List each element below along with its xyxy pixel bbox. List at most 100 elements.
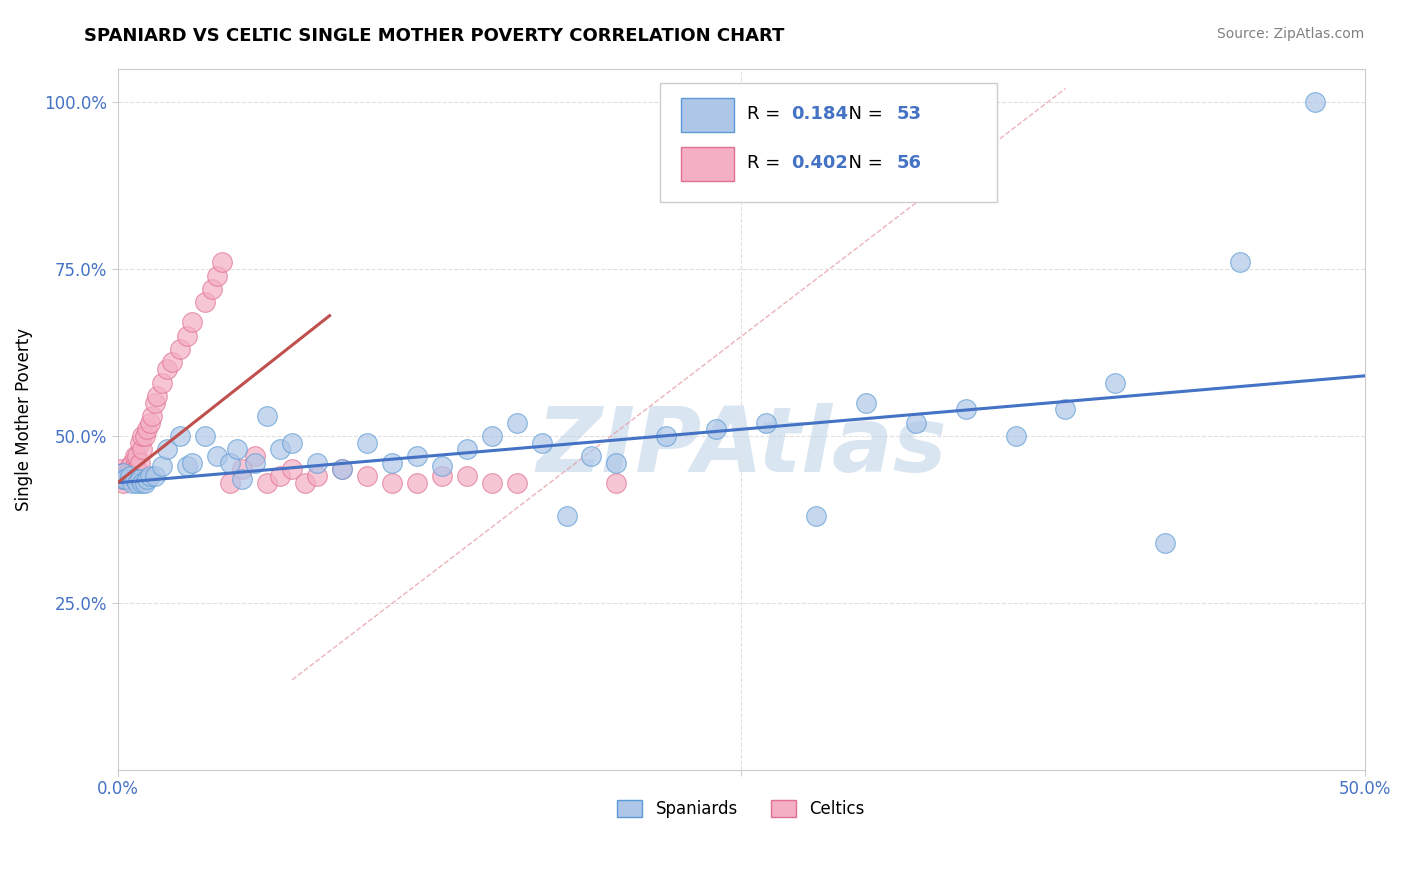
Point [114, 472, 136, 486]
Point [207, 449, 229, 463]
Point [243, 456, 266, 470]
Point [430, 458, 453, 473]
Point [405, 449, 427, 463]
Point [330, 462, 353, 476]
Text: 0.402: 0.402 [792, 154, 848, 172]
Point [127, 449, 149, 463]
Point [124, 472, 146, 486]
Point [481, 429, 503, 443]
Point [129, 456, 152, 470]
Point [405, 475, 427, 490]
Point [356, 435, 378, 450]
Point [118, 469, 141, 483]
Point [108, 466, 131, 480]
Point [655, 429, 678, 443]
Point [111, 475, 134, 490]
Point [129, 435, 152, 450]
Point [381, 456, 404, 470]
Point [481, 475, 503, 490]
Point [1229, 255, 1251, 269]
Text: Source: ZipAtlas.com: Source: ZipAtlas.com [1216, 27, 1364, 41]
Point [194, 429, 217, 443]
Point [108, 472, 131, 486]
Y-axis label: Single Mother Poverty: Single Mother Poverty [15, 327, 32, 511]
Point [704, 422, 727, 436]
Point [381, 475, 404, 490]
Point [605, 456, 627, 470]
Point [211, 255, 233, 269]
Point [143, 395, 166, 409]
Point [855, 395, 877, 409]
Point [281, 462, 304, 476]
Point [281, 435, 304, 450]
Point [755, 416, 778, 430]
Point [269, 442, 291, 457]
Point [430, 469, 453, 483]
Point [231, 472, 253, 486]
Point [118, 472, 141, 486]
Point [581, 449, 603, 463]
Point [127, 475, 149, 490]
Point [505, 475, 527, 490]
Point [136, 422, 159, 436]
Point [1104, 376, 1126, 390]
Point [111, 472, 134, 486]
FancyBboxPatch shape [682, 147, 734, 181]
Point [131, 429, 153, 443]
Point [152, 376, 174, 390]
Text: R =: R = [748, 105, 786, 123]
Point [356, 469, 378, 483]
Point [162, 355, 184, 369]
FancyBboxPatch shape [682, 98, 734, 132]
Point [121, 475, 143, 490]
Text: N =: N = [837, 154, 889, 172]
Point [139, 469, 162, 483]
Point [114, 472, 136, 486]
Point [114, 469, 136, 483]
Point [176, 328, 198, 343]
Point [134, 475, 156, 490]
Point [226, 442, 249, 457]
Text: N =: N = [837, 105, 889, 123]
Point [904, 416, 927, 430]
Point [1054, 402, 1077, 417]
Point [294, 475, 316, 490]
Point [169, 429, 191, 443]
Point [131, 442, 153, 457]
Point [111, 469, 134, 483]
Point [218, 475, 240, 490]
Point [1303, 95, 1326, 109]
Point [605, 475, 627, 490]
Point [456, 442, 478, 457]
Point [108, 462, 131, 476]
Point [169, 342, 191, 356]
Point [143, 469, 166, 483]
Text: SPANIARD VS CELTIC SINGLE MOTHER POVERTY CORRELATION CHART: SPANIARD VS CELTIC SINGLE MOTHER POVERTY… [84, 27, 785, 45]
Legend: Spaniards, Celtics: Spaniards, Celtics [610, 793, 872, 825]
Point [124, 458, 146, 473]
Point [129, 472, 152, 486]
Point [505, 416, 527, 430]
Point [804, 509, 827, 524]
Point [121, 456, 143, 470]
Point [194, 295, 217, 310]
Point [555, 509, 578, 524]
Point [201, 282, 224, 296]
Point [134, 429, 156, 443]
Point [1154, 536, 1177, 550]
Point [330, 462, 353, 476]
Text: ZIPAtlas: ZIPAtlas [536, 403, 946, 491]
Point [207, 268, 229, 283]
Point [111, 466, 134, 480]
Point [111, 466, 134, 480]
Point [530, 435, 553, 450]
Text: 56: 56 [897, 154, 922, 172]
Point [1004, 429, 1026, 443]
Point [456, 469, 478, 483]
Point [269, 469, 291, 483]
Point [118, 458, 141, 473]
Point [139, 416, 162, 430]
Point [117, 472, 139, 486]
Point [146, 389, 169, 403]
Point [156, 442, 179, 457]
